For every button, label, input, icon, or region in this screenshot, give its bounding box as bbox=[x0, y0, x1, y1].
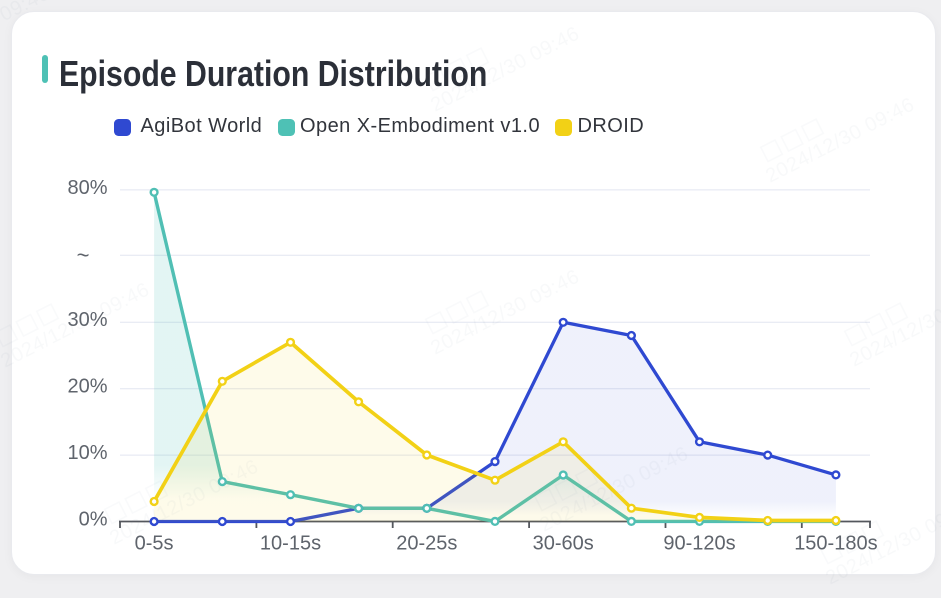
svg-text:20-25s: 20-25s bbox=[396, 532, 457, 554]
svg-text:2024/12/30 09:46: 2024/12/30 09:46 bbox=[0, 279, 153, 373]
svg-text:30%: 30% bbox=[67, 309, 107, 331]
svg-text:10-15s: 10-15s bbox=[260, 532, 321, 554]
svg-text:~: ~ bbox=[77, 243, 90, 268]
svg-text:2024/12/30 09:46: 2024/12/30 09:46 bbox=[0, 0, 53, 76]
svg-text:150-180s: 150-180s bbox=[794, 532, 877, 554]
svg-text:2024/12/30 09:46: 2024/12/30 09:46 bbox=[762, 94, 918, 188]
svg-text:80%: 80% bbox=[67, 177, 107, 199]
svg-text:2024/12/30 09:46: 2024/12/30 09:46 bbox=[427, 23, 583, 117]
svg-text:10%: 10% bbox=[67, 442, 107, 464]
svg-text:30-60s: 30-60s bbox=[533, 532, 594, 554]
svg-text:20%: 20% bbox=[67, 376, 107, 398]
svg-text:90-120s: 90-120s bbox=[663, 532, 735, 554]
svg-text:0%: 0% bbox=[79, 508, 108, 530]
svg-text:0-5s: 0-5s bbox=[135, 532, 174, 554]
